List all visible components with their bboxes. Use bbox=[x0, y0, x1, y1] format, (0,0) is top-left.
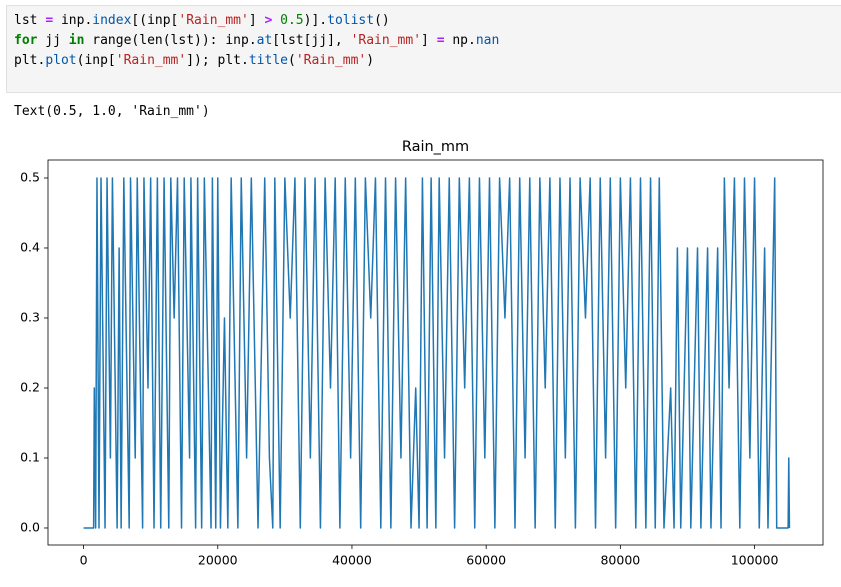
y-tick-label: 0.2 bbox=[20, 379, 40, 394]
code-token: ) bbox=[366, 53, 375, 68]
chart-title: Rain_mm bbox=[402, 139, 469, 155]
code-token: in bbox=[68, 33, 85, 48]
y-tick-label: 0.0 bbox=[20, 519, 40, 534]
x-tick-label: 100000 bbox=[731, 553, 779, 568]
code-token: inp. bbox=[53, 13, 93, 28]
code-token: lst bbox=[14, 13, 46, 28]
code-token: plot bbox=[45, 53, 77, 68]
x-tick-label: 40000 bbox=[332, 553, 372, 568]
code-cell[interactable]: lst = inp.index[(inp['Rain_mm'] > 0.5)].… bbox=[6, 5, 841, 93]
code-token: title bbox=[248, 53, 288, 68]
x-tick-label: 60000 bbox=[466, 553, 506, 568]
code-token: nan bbox=[475, 33, 500, 48]
code-token: ] bbox=[248, 13, 265, 28]
code-token: () bbox=[374, 13, 390, 28]
code-token: [(inp[ bbox=[131, 13, 179, 28]
y-tick-label: 0.4 bbox=[20, 239, 40, 254]
data-line bbox=[83, 177, 791, 529]
x-tick-label: 80000 bbox=[600, 553, 640, 568]
code-token: (inp[ bbox=[76, 53, 116, 68]
code-token: ( bbox=[287, 53, 296, 68]
code-token bbox=[272, 13, 280, 28]
code-token: = bbox=[436, 33, 445, 48]
code-token: 0.5 bbox=[280, 13, 304, 28]
x-tick-label: 20000 bbox=[198, 553, 238, 568]
code-token: for bbox=[14, 33, 38, 48]
x-tick-label: 0 bbox=[80, 553, 88, 568]
code-token: 'Rain_mm' bbox=[295, 53, 367, 68]
code-token: at bbox=[256, 33, 273, 48]
code-token: 'Rain_mm' bbox=[178, 13, 249, 28]
code-token: 'Rain_mm' bbox=[115, 53, 187, 68]
y-tick-label: 0.1 bbox=[20, 449, 40, 464]
code-token: tolist bbox=[327, 13, 375, 28]
y-tick-label: 0.3 bbox=[20, 309, 40, 324]
code: lst = inp.index[(inp['Rain_mm'] > 0.5)].… bbox=[7, 6, 841, 71]
code-token: )]. bbox=[303, 13, 328, 28]
code-token: > bbox=[264, 13, 273, 28]
code-token: range(len(lst)): inp. bbox=[84, 33, 257, 48]
code-token: 'Rain_mm' bbox=[350, 33, 422, 48]
axes-frame bbox=[47, 159, 824, 546]
code-token: jj bbox=[37, 33, 69, 48]
code-token: ]); plt. bbox=[186, 53, 249, 68]
code-token: [lst[jj], bbox=[272, 33, 351, 48]
code-token: index bbox=[92, 13, 132, 28]
chart: Rain_mm 0 20000 40000 60000 80000 100000 0.0 0.… bbox=[20, 139, 824, 568]
code-token: ] bbox=[421, 33, 437, 48]
cell-output: Text(0.5, 1.0, 'Rain_mm') bbox=[14, 104, 210, 119]
code-token: plt. bbox=[14, 53, 46, 68]
code-token: = bbox=[45, 13, 54, 28]
code-token: np. bbox=[444, 33, 476, 48]
y-tick-label: 0.5 bbox=[20, 169, 40, 184]
